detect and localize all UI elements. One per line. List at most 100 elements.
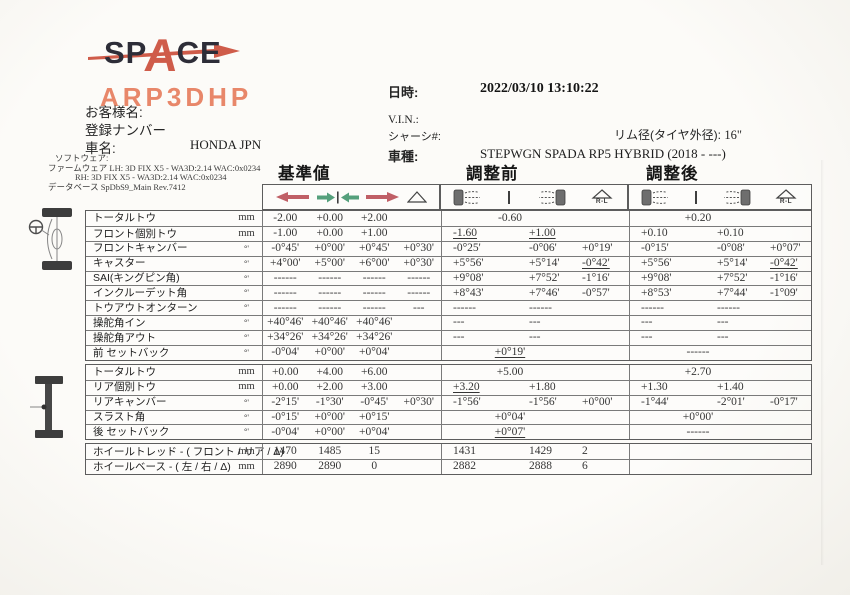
left-right-diff-value: 2: [582, 445, 588, 458]
datetime-label: 日時:: [388, 85, 419, 100]
spec-mid-value: +0°00': [314, 346, 345, 359]
rear-axle-icon: [30, 376, 63, 438]
spec-tol-value: [397, 425, 442, 439]
center-value: +0°07': [494, 425, 526, 438]
left-right-diff-value: -1°16': [770, 271, 798, 284]
row-unit: °': [231, 286, 263, 301]
car-name-label: 車名:: [85, 141, 116, 156]
table-row: インクルーデット角 °' ------ ------ ------ ------ +8°43…: [86, 285, 811, 301]
table-row: 操舵角イン °' +40°46' +40°46' +40°46' --- --- --- ---: [86, 315, 811, 331]
datetime-row: 日時: 2022/03/10 13:10:22: [388, 81, 838, 102]
right-wheel-value: [708, 460, 766, 474]
after-values: +0°00': [629, 410, 813, 425]
rim-value: 16": [724, 128, 742, 142]
right-wheel-value: +7°52': [529, 271, 560, 284]
left-wheel-value: [630, 444, 708, 459]
row-label: トータルトウ: [93, 212, 156, 225]
left-wheel-value: [630, 460, 708, 474]
left-right-diff-value: [766, 460, 813, 474]
rim-label: リム径(タイヤ外径):: [614, 128, 721, 142]
before-values: +9°08' +7°52' -1°16': [441, 271, 629, 286]
row-label: リア個別トウ: [93, 381, 156, 394]
spec-min-value: +34°26': [267, 331, 304, 344]
before-values: +0°07': [441, 425, 629, 440]
right-wheel-value: +1.80: [529, 380, 556, 393]
spec-mid-value: +4.00: [316, 365, 344, 378]
center-value: +0°00': [682, 410, 714, 423]
row-label: トウアウトオンターン: [93, 302, 198, 315]
table-row: リア個別トウ mm +0.00 +2.00 +3.00 +3.20 +1.80 +1.30 +1…: [86, 379, 811, 395]
center-value: -0.60: [498, 211, 522, 224]
spec-mid-value: 1485: [318, 445, 342, 458]
spec-max-value: ------: [362, 301, 386, 314]
before-values: +3.20 +1.80: [441, 380, 629, 395]
right-wheel-value: -1°56': [529, 395, 557, 408]
left-right-diff-value: [578, 411, 629, 425]
firmware-rh-line: RH: 3D FIX X5 - WA3D:2.14 WAC:0x0234: [75, 172, 227, 183]
tolerance-triangle-icon: [406, 191, 427, 203]
spec-tol-value: [397, 411, 442, 425]
spec-mid-value: +2.00: [316, 380, 344, 393]
left-right-diff-value: +0°19': [582, 241, 613, 254]
before-values: +5°56' +5°14' -0°42': [441, 256, 629, 271]
spec-mid-value: ------: [318, 271, 342, 284]
right-wheel-value: +0.10: [717, 227, 744, 240]
front-axle-icon: [28, 208, 72, 270]
spec-min-value: 2890: [273, 460, 297, 473]
table-block: ホイールトレッド - ( フロント / リア / Δ) mm 1470 1485 15 1…: [85, 443, 813, 476]
spec-max-value: +1.00: [360, 227, 388, 240]
right-wheel-value: ------: [717, 301, 740, 314]
spec-min-value: ------: [273, 301, 297, 314]
row-label: キャスター: [93, 257, 146, 270]
left-wheel-value: ---: [641, 316, 653, 329]
row-unit: mm: [231, 444, 263, 460]
spec-min-value: -0°04': [271, 346, 300, 359]
left-wheel-value: +3.20: [453, 380, 480, 393]
row-label: トータルトウ: [93, 366, 156, 379]
spec-min-value: +40°46': [267, 316, 304, 329]
spec-min-value: -0°15': [271, 410, 300, 423]
left-wheel-value: +9°08': [641, 271, 672, 284]
center-value: ------: [686, 346, 710, 359]
table-row: キャスター °' +4°00' +5°00' +6°00' +0°30' +5°56' +5°…: [86, 255, 811, 271]
section-title-after: 調整後: [646, 165, 699, 183]
axis-center-icon: [508, 190, 511, 204]
left-right-diff-value: -0°42': [582, 256, 610, 269]
spec-tol-value: [397, 460, 442, 474]
spec-min-value: +0.00: [271, 380, 299, 393]
before-values: -1°56' -1°56' +0°00': [441, 395, 629, 410]
after-values: -1°44' -2°01' -0°17': [629, 395, 813, 410]
row-label: ホイールベース - ( 左 / 右 / Δ): [93, 460, 231, 473]
spec-tol-value: ------: [407, 286, 431, 299]
left-wheel-value: +8°53': [641, 286, 672, 299]
left-right-diff-value: [578, 211, 629, 226]
spec-mid-value: +0°00': [314, 241, 345, 254]
after-values: +0.20: [629, 211, 813, 226]
max-arrow-icon: [366, 192, 400, 202]
rim-diameter: リム径(タイヤ外径): 16": [614, 126, 742, 143]
table-row: リアキャンバー °' -2°15' -1°30' -0°45' +0°30' -1°56' -…: [86, 394, 813, 410]
before-values: -0°25' -0°06' +0°19': [441, 241, 629, 256]
before-values: +0°04': [441, 410, 629, 425]
left-wheel-value: -1°44': [641, 395, 669, 408]
software-label: ソフトウェア:: [55, 153, 109, 163]
registration-row: 登録ナンバー: [85, 119, 166, 138]
table-row: ホイールトレッド - ( フロント / リア / Δ) mm 1470 1485 15 1…: [86, 444, 811, 460]
nominal-toe-icon: [316, 191, 359, 203]
right-wheel-value: ---: [717, 316, 729, 329]
left-right-diff-value: [578, 365, 629, 380]
left-right-diff-value: [766, 301, 813, 315]
spec-max-value: +40°46': [356, 316, 393, 329]
datetime-value: 2022/03/10 13:10:22: [480, 81, 599, 96]
left-wheel-value: -1°56': [453, 395, 481, 408]
left-right-diff-value: [578, 346, 629, 360]
software-info-block: ソフトウェア: ファームウェア LH: 3D FIX X5 - WA3D:2.1…: [48, 153, 260, 192]
left-wheel-value: -0°15': [641, 241, 669, 254]
left-wheel-value: -0°25': [453, 241, 481, 254]
left-wheel-value: ------: [453, 301, 476, 314]
after-values: +9°08' +7°52' -1°16': [629, 271, 813, 286]
after-values: ------: [629, 346, 813, 360]
right-wheel-value: ------: [529, 301, 552, 314]
center-value: +0.20: [684, 211, 712, 224]
